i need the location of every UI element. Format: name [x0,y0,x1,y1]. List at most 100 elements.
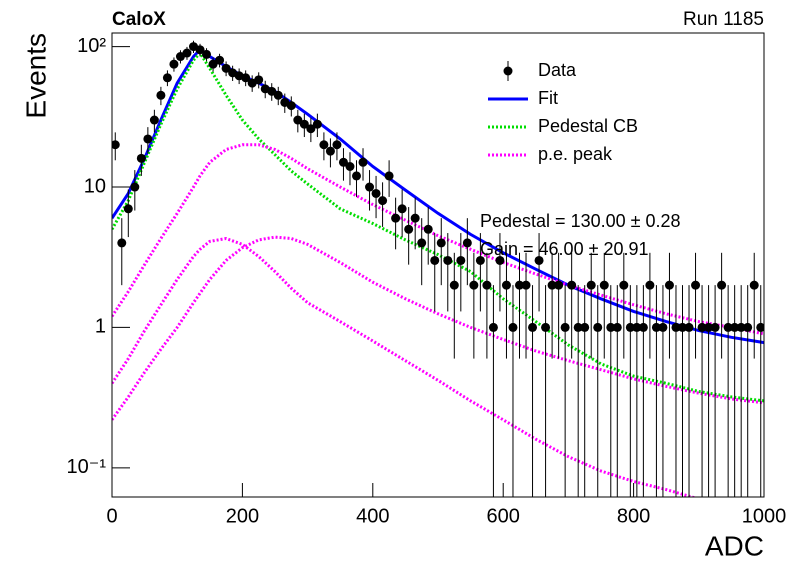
data-point [417,238,427,248]
data-point [221,63,231,73]
data-point [756,322,764,332]
y-axis-label: Events [20,33,51,119]
chart-subtitle: Run 1185 [683,9,764,30]
y-tick-label: 1 [95,316,106,338]
data-point [573,322,583,332]
data-point [286,101,296,111]
data-point [449,280,459,290]
data-point [215,55,225,65]
data-point [554,280,564,290]
frame [111,32,765,498]
data-point [515,280,524,290]
data-point [156,90,166,100]
data-point [508,322,518,332]
legend-label: p.e. peak [538,144,613,164]
data-point [443,255,453,265]
data-point [710,322,720,332]
data-point [195,45,205,55]
data-point [736,322,746,332]
chart-title: CaloX [112,9,166,30]
data-point [149,115,159,125]
data-point [352,171,361,181]
data-point [345,162,355,172]
data-point [495,255,505,265]
data-point [580,322,590,332]
data-point [528,322,538,332]
curve [112,236,698,497]
legend-label: Fit [538,88,558,108]
data-point [404,224,414,234]
y-tick-label: 10 [84,175,106,197]
curve [112,50,764,403]
data-point [678,322,687,332]
data-point [325,146,335,156]
data-point [547,280,557,290]
data-point [619,280,629,290]
data-point [691,280,701,290]
x-tick-label: 1000 [742,505,787,527]
data-point [475,255,485,265]
x-tick-label: 0 [106,505,117,527]
annotation: Pedestal = 130.00 ± 0.28 [480,211,681,231]
data-point [397,204,407,214]
data-point [365,182,375,192]
data-point [541,322,551,332]
data-point [202,49,212,59]
x-tick-label: 800 [617,505,650,527]
data-point [169,59,179,69]
legend-label: Data [538,60,577,80]
data-point [436,238,446,248]
data-point [534,255,544,265]
data-point [112,140,120,150]
data-point [267,86,277,96]
data-point [410,213,420,223]
data-point [143,134,153,144]
y-tick-label: 10² [77,35,106,57]
data-point [482,280,492,290]
data-point [391,213,401,223]
data-point [501,280,511,290]
data-point [162,73,172,83]
data-point [456,255,466,265]
data-point [697,322,707,332]
data-point [130,182,140,192]
data-point [273,90,283,100]
data-point [664,280,674,290]
data-point [704,322,714,332]
data-point [606,322,616,332]
data-point [312,119,322,129]
data-point [136,153,146,163]
data-point [671,322,681,332]
data-point [593,322,603,332]
data-point [254,75,264,85]
data-point [338,157,348,167]
y-tick-label: 10⁻¹ [67,456,107,478]
data-point [645,280,655,290]
data-point [488,322,498,332]
data-point [117,238,127,248]
data-point [723,322,733,332]
data-point [293,115,303,125]
data-point [567,280,577,290]
data-point [743,322,753,332]
data-point [378,196,388,206]
data-point [730,322,740,332]
data-point [651,322,661,332]
data-point [625,322,635,332]
x-axis-label: ADC [705,530,764,561]
data-point [469,280,479,290]
data-point [462,238,472,248]
data-point [521,280,531,290]
data-point [299,119,309,129]
data-point [371,188,381,198]
data-point [423,224,433,234]
data-point [638,322,648,332]
data-point [430,255,440,265]
data-point [632,322,642,332]
x-tick-label: 400 [356,505,389,527]
legend-marker [503,66,513,76]
data-point [599,280,609,290]
data-point [684,322,694,332]
